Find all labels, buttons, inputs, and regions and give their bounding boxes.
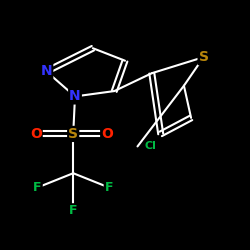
Text: N: N xyxy=(69,90,81,104)
Text: Cl: Cl xyxy=(144,142,156,152)
Text: N: N xyxy=(40,64,52,78)
Text: F: F xyxy=(69,204,78,217)
Text: F: F xyxy=(33,181,42,194)
Text: S: S xyxy=(198,50,208,64)
Text: O: O xyxy=(30,127,42,141)
Text: F: F xyxy=(105,181,113,194)
Text: O: O xyxy=(101,127,113,141)
Text: S: S xyxy=(68,127,78,141)
